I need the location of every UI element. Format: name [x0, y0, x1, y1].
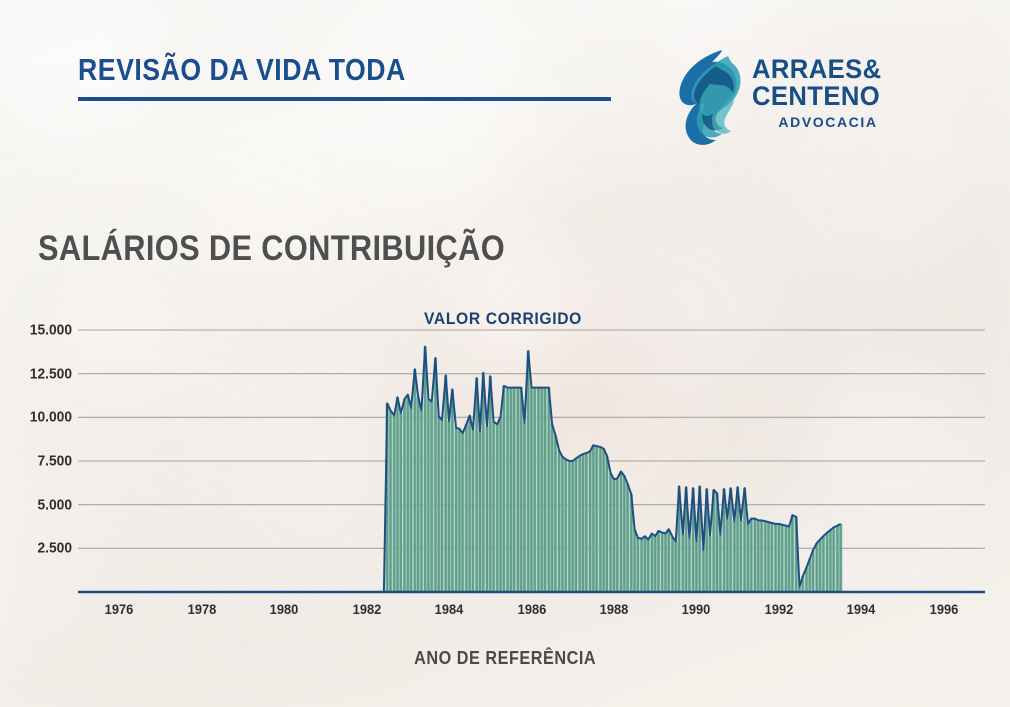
y-axis-ticks: 15.000 12.500 10.000 7.500 5.000 2.500	[0, 0, 72, 707]
brand-logo: ARRAES& CENTENO ADVOCACIA	[672, 44, 908, 154]
section-title: SALÁRIOS DE CONTRIBUIÇÃO	[38, 229, 506, 268]
brand-line-2: CENTENO	[752, 81, 881, 111]
y-tick-label: 2.500	[37, 539, 72, 557]
x-tick-label: 1990	[682, 601, 711, 617]
y-tick-label: 10.000	[29, 408, 72, 426]
x-axis-label-text: ANO DE REFERÊNCIA	[414, 648, 596, 668]
x-tick-label: 1980	[269, 601, 299, 617]
brand-line-3: ADVOCACIA	[778, 114, 878, 130]
y-tick-label: 7.500	[37, 452, 72, 470]
brand-logo-text: ARRAES& CENTENO ADVOCACIA	[752, 54, 912, 131]
y-tick-label: 5.000	[37, 496, 72, 514]
brand-line-1: ARRAES&	[752, 54, 882, 84]
x-tick-label: 1978	[187, 601, 217, 617]
x-tick-label: 1986	[517, 601, 546, 617]
page-title: REVISÃO DA VIDA TODA	[78, 52, 406, 87]
y-tick-label: 12.500	[29, 365, 72, 383]
title-underline	[78, 97, 611, 101]
x-tick-label: 1996	[929, 601, 959, 617]
x-axis-label: ANO DE REFERÊNCIA	[0, 648, 1010, 669]
bars	[385, 346, 843, 592]
x-tick-label: 1984	[434, 601, 464, 617]
x-tick-label: 1976	[104, 601, 134, 617]
x-tick-label: 1992	[764, 601, 794, 617]
swirl-icon	[672, 46, 750, 150]
x-tick-label: 1988	[599, 601, 629, 617]
main-title-block: REVISÃO DA VIDA TODA	[78, 52, 459, 88]
y-tick-label: 15.000	[29, 321, 72, 339]
chart-legend: VALOR CORRIGIDO	[424, 309, 582, 328]
x-tick-label: 1994	[846, 601, 876, 617]
x-tick-label: 1982	[352, 601, 381, 617]
